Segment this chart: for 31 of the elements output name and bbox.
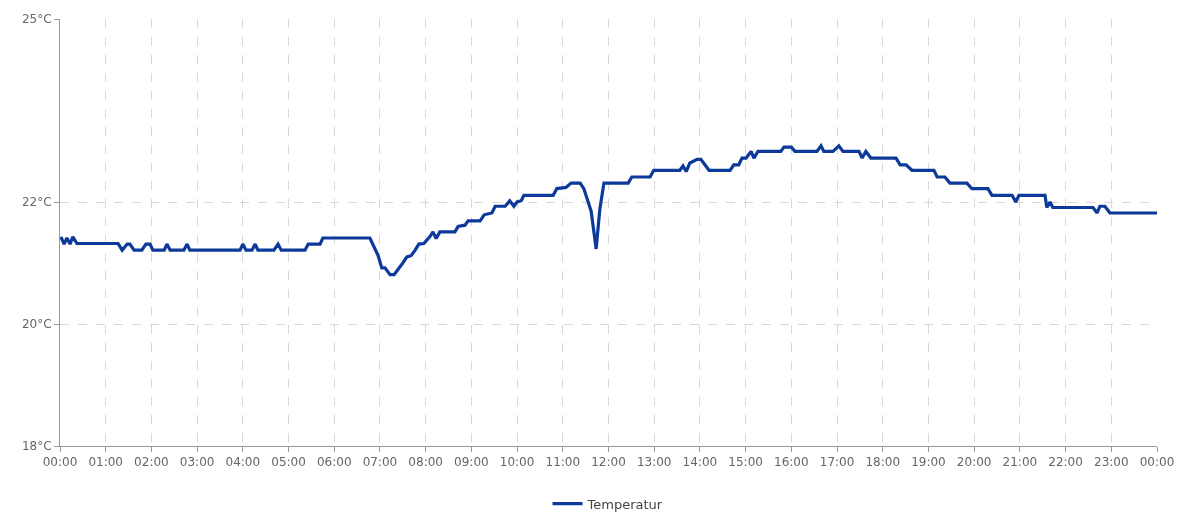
x-tick-label: 02:00 [134, 455, 169, 470]
x-tick-label: 07:00 [362, 455, 398, 470]
x-tick-label: 00:00 [1139, 455, 1175, 470]
x-tick-label: 08:00 [408, 455, 443, 470]
x-tick-label: 22:00 [1048, 455, 1083, 470]
x-tick-label: 10:00 [499, 455, 535, 470]
x-tick-label: 06:00 [316, 455, 352, 470]
x-tick-label: 16:00 [774, 455, 809, 470]
x-tick-label: 23:00 [1093, 455, 1129, 470]
x-tick-label: 15:00 [728, 455, 763, 470]
line-series [60, 144, 1157, 277]
x-tick-label: 09:00 [454, 455, 489, 470]
x-tick-label: 17:00 [819, 455, 855, 470]
y-tick-label: 25°C [21, 12, 52, 27]
x-tick-label: 18:00 [865, 455, 901, 470]
x-tick-label: 19:00 [911, 455, 946, 470]
x-tick-label: 21:00 [1002, 455, 1038, 470]
x-tick-label: 00:00 [42, 455, 78, 470]
x-tick-label: 20:00 [956, 455, 992, 470]
x-tick-label: 01:00 [88, 455, 124, 470]
x-tick-label: 14:00 [682, 455, 718, 470]
x-tick-label: 05:00 [271, 455, 306, 470]
x-tick-label: 04:00 [225, 455, 261, 470]
y-tick-label: 22°C [21, 195, 52, 210]
x-tick-label: 13:00 [636, 455, 672, 470]
y-tick-label: 18°C [21, 439, 52, 454]
y-tick-label: 20°C [21, 317, 52, 332]
x-tick-label: 12:00 [591, 455, 626, 470]
x-tick-label: 11:00 [545, 455, 581, 470]
legend-label: Temperatur [586, 496, 663, 512]
x-tick-label: 03:00 [179, 455, 215, 470]
